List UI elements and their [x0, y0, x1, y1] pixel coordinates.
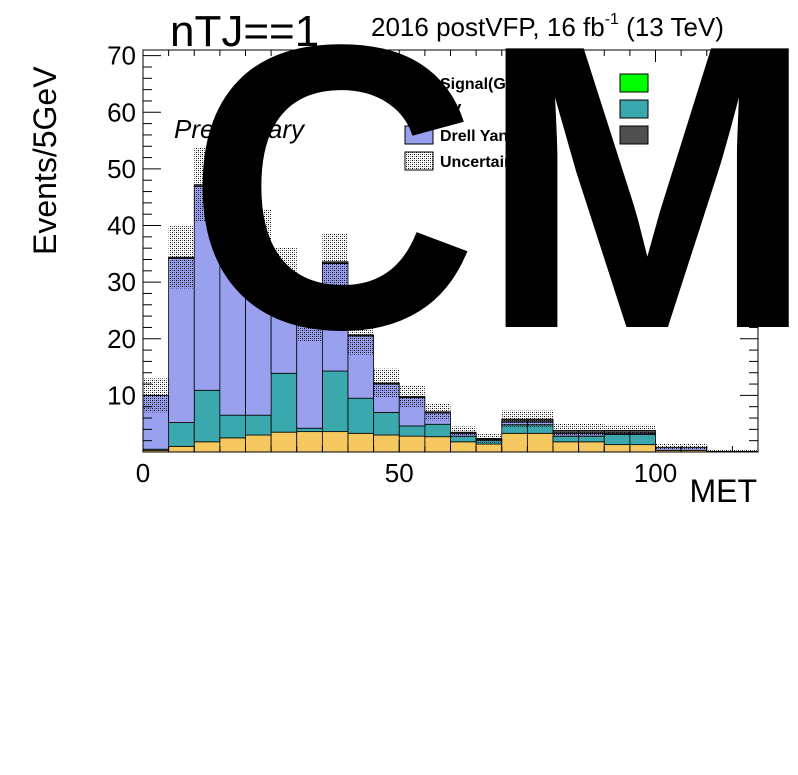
x-axis-title: MET	[689, 473, 757, 509]
uncertainty-bin15	[527, 410, 553, 428]
uncertainty-bin16	[553, 423, 579, 438]
uncertainty-bin18	[604, 424, 630, 437]
legend-swatch-1	[619, 73, 649, 93]
uncertainty-bin1	[168, 226, 195, 289]
uncertainty-bin14	[501, 410, 528, 428]
bar-series0-bin6	[296, 431, 323, 452]
bar-series0-bin12	[450, 441, 477, 452]
bar-series0-bin8	[347, 432, 375, 452]
y-axis-title: Events/5GeV	[27, 66, 63, 255]
legend-swatch-3	[619, 99, 649, 119]
bar-series0-bin10	[398, 435, 426, 452]
luminosity-unit-exponent: -1	[605, 11, 619, 28]
legend-label-6: Uncertainty	[440, 154, 528, 171]
axis-tick-labels: 10 20 30 40 50 60 70 0 50 100	[107, 41, 677, 488]
legend: Signal(GG→ WW) VV Drell Yan Uncertainty	[404, 73, 649, 171]
x-tick-label: 100	[634, 458, 677, 488]
bar-series1-bin11	[424, 423, 451, 438]
y-tick-label: 40	[107, 211, 136, 241]
uncertainty-bin17	[578, 423, 605, 438]
y-tick-label: 10	[107, 380, 136, 410]
uncertainty-bin9	[373, 368, 400, 398]
uncertainty-bin4	[245, 209, 272, 278]
y-tick-label: 70	[107, 41, 136, 71]
legend-label-2: VV	[440, 102, 462, 119]
bar-series1-bin6	[296, 427, 323, 433]
bar-series0-bin4	[245, 434, 272, 452]
uncertainty-bin20	[655, 444, 682, 451]
bar-series0-bin16	[552, 441, 580, 452]
bar-series0-bin5	[270, 431, 298, 452]
bar-series0-bin3	[219, 437, 246, 452]
y-tick-label: 60	[107, 97, 136, 127]
legend-swatch-4	[404, 125, 434, 145]
preliminary-label: Preliminary	[174, 114, 306, 144]
uncertainty-bin21	[681, 444, 707, 451]
luminosity-energy: (13 TeV)	[619, 12, 724, 42]
legend-swatch-2	[404, 99, 434, 119]
bar-series1-bin4	[245, 414, 272, 436]
uncertainty-bin12	[450, 426, 477, 438]
luminosity-label: 2016 postVFP, 16 fb-1 (13 TeV)	[371, 11, 724, 42]
uncertainty-bin6	[296, 284, 323, 342]
cms-watermark: CMS	[186, 0, 798, 413]
uncertainty-bin10	[399, 385, 425, 408]
uncertainty-bin13	[476, 433, 502, 443]
bar-series0-bin2	[193, 441, 221, 452]
bar-series0-bin15	[526, 432, 554, 452]
uncertainty-bin7	[322, 233, 348, 291]
bar-series0-bin7	[321, 431, 349, 452]
bar-series0-bin19	[629, 444, 656, 452]
uncertainty-bin5	[271, 247, 297, 304]
bar-series1-bin3	[219, 414, 246, 439]
bar-series1-bin10	[398, 425, 426, 437]
y-tick-label: 30	[107, 267, 136, 297]
bar-series0-bin1	[168, 445, 195, 452]
bar-series1-bin7	[321, 370, 349, 433]
y-tick-label: 20	[107, 324, 136, 354]
bar-series0-bin13	[475, 443, 503, 452]
uncertainty-bin3	[219, 189, 246, 264]
y-tick-label: 50	[107, 154, 136, 184]
legend-swatch-0	[404, 73, 434, 93]
legend-label-0: Signal(GG→ WW)	[440, 76, 574, 93]
uncertainty-bin19	[629, 424, 656, 437]
axis-ticks	[142, 50, 759, 453]
bar-series0-bin11	[424, 436, 451, 452]
x-tick-label: 50	[385, 458, 414, 488]
legend-swatch-5	[619, 125, 649, 145]
bar-series0-bin9	[373, 434, 400, 452]
x-tick-label: 0	[136, 458, 150, 488]
bar-series0-bin18	[603, 444, 631, 452]
luminosity-text: 2016 postVFP, 16 fb	[371, 12, 605, 42]
bar-series1-bin9	[373, 411, 400, 436]
bar-series1-bin1	[168, 422, 195, 447]
channel-tag: nTJ==1	[170, 7, 319, 56]
bar-series0-bin14	[501, 432, 528, 452]
legend-swatch-6	[404, 151, 434, 171]
uncertainty-bin11	[424, 403, 451, 421]
legend-label-4: Drell Yan	[440, 128, 508, 145]
bar-series1-bin5	[270, 372, 298, 433]
bar-series0-bin17	[578, 441, 605, 452]
uncertainty-bin2	[194, 147, 220, 222]
uncertainty-bin23	[732, 449, 758, 452]
uncertainty-bin22	[706, 449, 733, 452]
uncertainty-bin8	[348, 314, 374, 355]
